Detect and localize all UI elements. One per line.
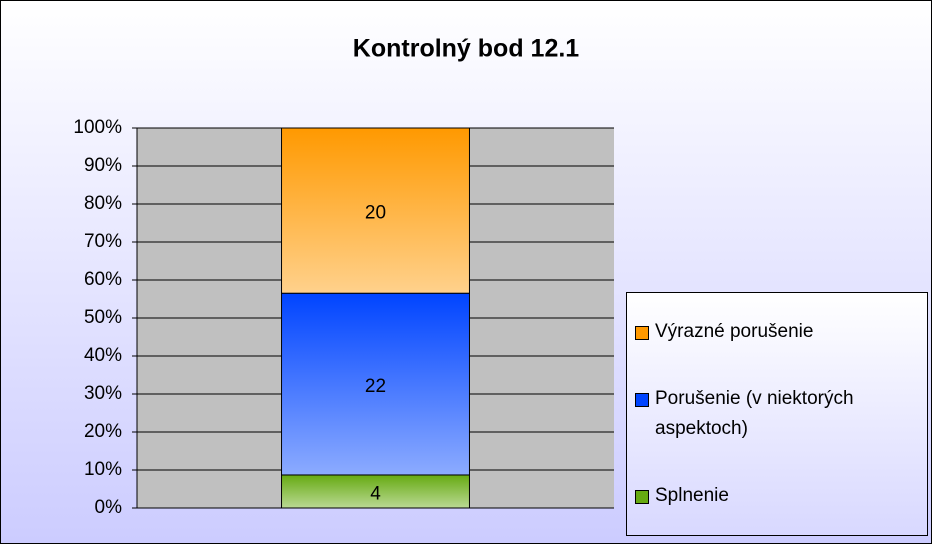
legend-label: Splnenie: [655, 484, 729, 506]
y-tick-label: 10%: [84, 459, 122, 480]
y-tick-label: 20%: [84, 421, 122, 442]
legend-label: Porušenie (v niektorých aspektoch): [655, 387, 854, 439]
legend-label: Výrazné porušenie: [655, 321, 814, 343]
legend-item: Splnenie: [635, 481, 919, 511]
y-tick-label: 70%: [84, 231, 122, 252]
bar-segment: [281, 474, 470, 509]
y-tick-label: 80%: [84, 193, 122, 214]
y-tick-label: 0%: [95, 497, 123, 518]
data-label: 20: [365, 203, 386, 224]
legend-item: Porušenie (v niektorých aspektoch): [635, 384, 919, 444]
legend-swatch: [635, 392, 649, 407]
y-tick-label: 40%: [84, 345, 122, 366]
y-tick-label: 50%: [84, 307, 122, 328]
legend-swatch: [635, 489, 649, 504]
bar-segment: [281, 127, 470, 294]
legend: Výrazné porušenie Porušenie (v niektorých…: [626, 292, 928, 536]
y-tick-label: 100%: [73, 117, 122, 138]
chart-title: Kontrolný bod 12.1: [353, 35, 580, 63]
y-tick-label: 60%: [84, 269, 122, 290]
legend-item: Výrazné porušenie: [635, 317, 919, 347]
y-tick-label: 90%: [84, 155, 122, 176]
data-label: 4: [370, 483, 381, 504]
y-tick-label: 30%: [84, 383, 122, 404]
data-label: 22: [365, 376, 386, 397]
legend-swatch: [635, 326, 649, 341]
